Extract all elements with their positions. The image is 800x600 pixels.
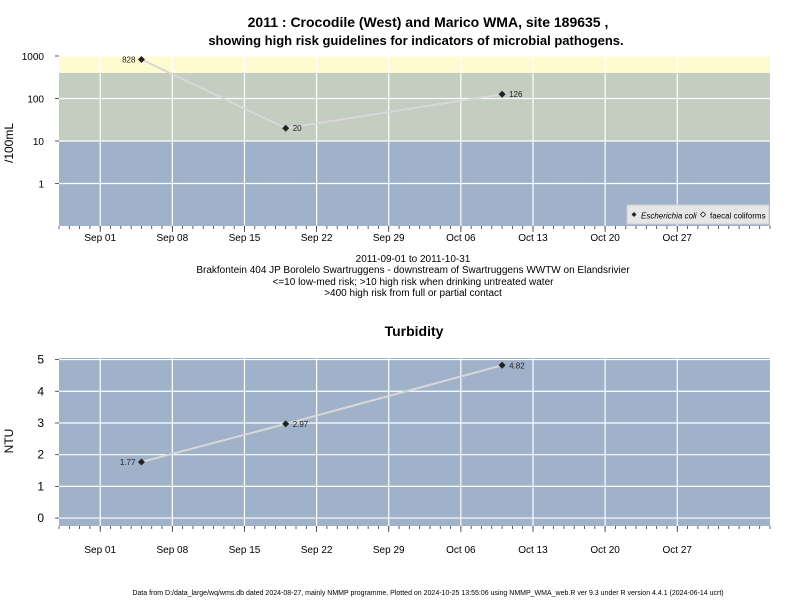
data-label: 2.97 bbox=[293, 420, 309, 429]
y-tick-label: 3 bbox=[37, 416, 44, 430]
chart-1-legend: Escherichia coli faecal coliforms bbox=[626, 204, 770, 225]
y-tick-label: 0 bbox=[37, 511, 44, 525]
y-tick-label: 100 bbox=[27, 95, 44, 106]
data-label: 1.77 bbox=[120, 458, 136, 467]
x-tick-label: Oct 20 bbox=[590, 233, 620, 244]
chart-2-y-axis-label: NTU bbox=[2, 429, 16, 454]
risk-band-2 bbox=[59, 56, 770, 73]
x-tick-label: Sep 22 bbox=[301, 233, 333, 244]
data-label: 828 bbox=[122, 55, 136, 64]
chart-1-caption-site: Brakfontein 404 JP Borolelo Swartruggens… bbox=[196, 265, 630, 276]
data-point bbox=[137, 55, 145, 63]
x-tick-label: Oct 27 bbox=[663, 233, 693, 244]
data-point bbox=[282, 420, 290, 428]
x-tick-label: Sep 08 bbox=[156, 545, 188, 556]
legend-entry-faecal-coliforms: faecal coliforms bbox=[710, 212, 766, 221]
chart-2-title: Turbidity bbox=[385, 323, 444, 339]
x-tick-label: Sep 01 bbox=[84, 545, 116, 556]
x-tick-label: Sep 15 bbox=[229, 545, 261, 556]
x-tick-label: Oct 06 bbox=[446, 545, 476, 556]
data-point bbox=[137, 458, 145, 466]
legend-box bbox=[626, 204, 770, 225]
chart-1-subtitle: showing high risk guidelines for indicat… bbox=[208, 33, 623, 48]
chart-1-title: 2011 : Crocodile (West) and Marico WMA, … bbox=[248, 14, 609, 30]
x-tick-label: Sep 08 bbox=[156, 233, 188, 244]
data-label: 126 bbox=[509, 90, 523, 99]
x-tick-label: Sep 29 bbox=[373, 545, 405, 556]
data-point bbox=[498, 90, 506, 98]
risk-band-0 bbox=[59, 358, 770, 526]
chart-1-plot-area: Sep 01 Sep 08 Sep 15 Sep 22 Sep 29 Oct 06 Oct … bbox=[22, 52, 771, 244]
x-tick-label: Oct 06 bbox=[446, 233, 476, 244]
y-tick-label: 2 bbox=[37, 448, 44, 462]
x-tick-label: Oct 13 bbox=[518, 545, 548, 556]
x-tick-label: Sep 15 bbox=[229, 233, 261, 244]
y-tick-label: 1000 bbox=[22, 52, 45, 63]
data-point bbox=[282, 124, 290, 132]
data-label: 4.82 bbox=[509, 361, 525, 370]
y-tick-label: 4 bbox=[37, 384, 44, 398]
data-point bbox=[498, 361, 506, 369]
chart-1-caption-guideline-drinking: <=10 low-med risk; >10 high risk when dr… bbox=[273, 277, 555, 288]
data-label: 20 bbox=[293, 124, 302, 133]
legend-entry-e-coli: Escherichia coli bbox=[641, 212, 697, 221]
x-tick-label: Sep 01 bbox=[84, 233, 116, 244]
y-tick-label: 1 bbox=[38, 180, 44, 191]
chart-1-caption-guideline-contact: >400 high risk from full or partial cont… bbox=[324, 288, 502, 299]
chart-2-plot-area: Sep 01 Sep 08 Sep 15 Sep 22 Sep 29 Oct 06 Oct … bbox=[37, 353, 771, 556]
x-tick-label: Oct 27 bbox=[663, 545, 693, 556]
chart-1-y-axis-label: /100mL bbox=[2, 123, 16, 163]
y-tick-label: 1 bbox=[37, 479, 44, 493]
legend-filled-diamond-icon bbox=[631, 212, 637, 217]
footer-note: Data from D:/data_large/wq/wms.db dated … bbox=[132, 590, 723, 597]
risk-band-1 bbox=[59, 72, 770, 141]
x-tick-label: Sep 22 bbox=[301, 545, 333, 556]
y-tick-label: 5 bbox=[37, 353, 44, 367]
x-tick-label: Oct 13 bbox=[518, 233, 548, 244]
x-tick-label: Oct 20 bbox=[590, 545, 620, 556]
y-tick-label: 10 bbox=[33, 137, 45, 148]
chart-1-caption-date-range: 2011-09-01 to 2011-10-31 bbox=[356, 254, 471, 265]
x-tick-label: Sep 29 bbox=[373, 233, 405, 244]
legend-open-diamond-icon bbox=[699, 211, 707, 218]
